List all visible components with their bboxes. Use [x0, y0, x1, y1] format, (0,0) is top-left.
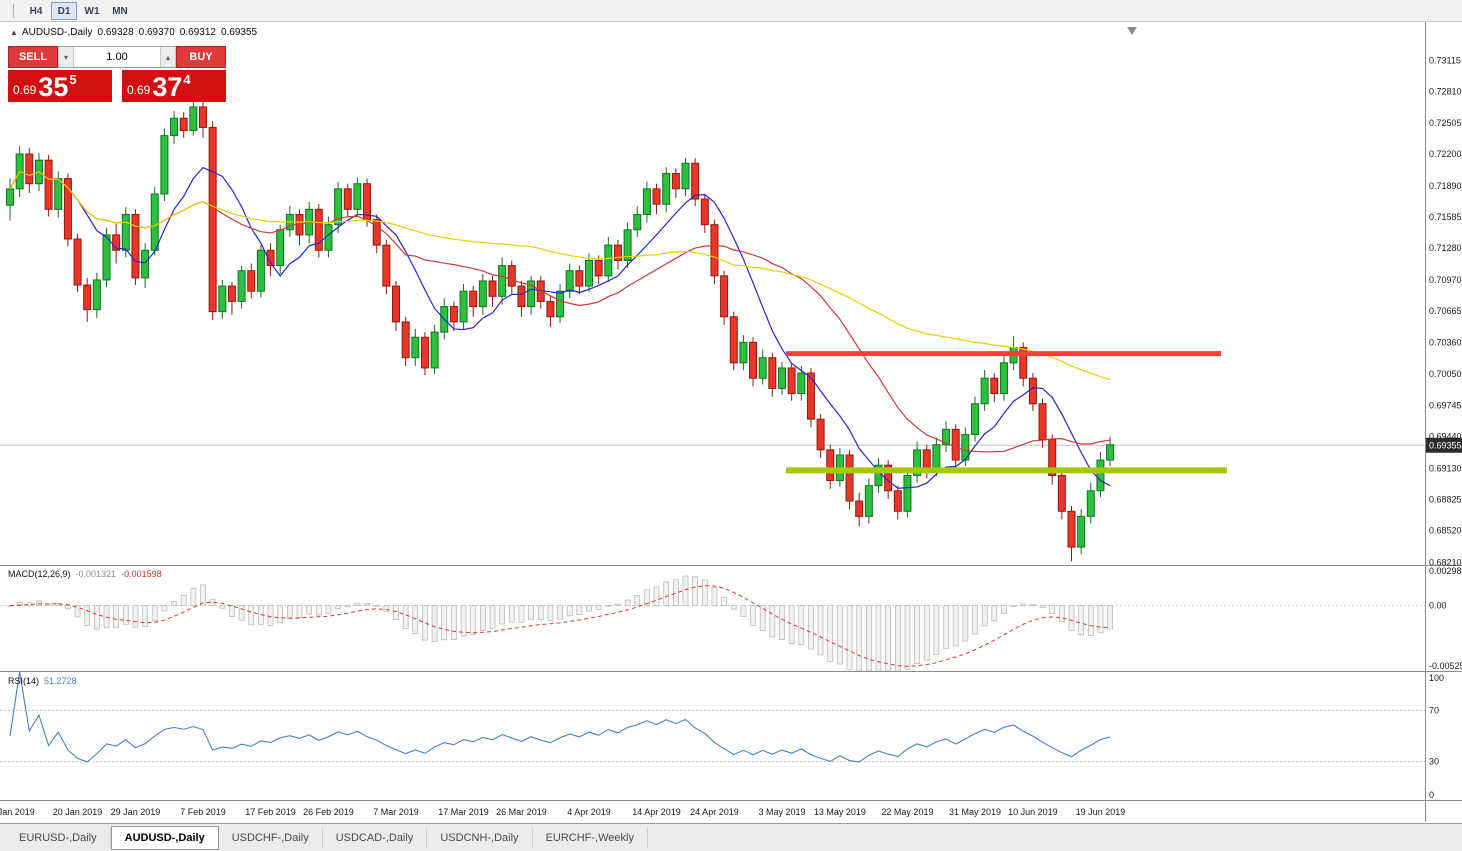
svg-text:26 Mar 2019: 26 Mar 2019: [496, 807, 547, 817]
svg-text:0.70050: 0.70050: [1429, 369, 1462, 379]
svg-text:7 Feb 2019: 7 Feb 2019: [180, 807, 226, 817]
svg-text:0.68825: 0.68825: [1429, 494, 1462, 504]
svg-text:17 Feb 2019: 17 Feb 2019: [245, 807, 296, 817]
svg-text:0.68210: 0.68210: [1429, 557, 1462, 567]
chart-symbol-ohlc: ▲ AUDUSD-,Daily 0.69328 0.69370 0.69312 0.693…: [10, 27, 262, 38]
chart-shift-marker-icon[interactable]: [1127, 27, 1137, 35]
ohlc-low: 0.69312: [179, 27, 216, 38]
volume-stepper: ▾ 1.00 ▴: [58, 46, 176, 68]
svg-text:22 May 2019: 22 May 2019: [881, 807, 933, 817]
rsi-indicator-label: RSI(14) 51.2728: [8, 676, 77, 686]
svg-text:19 Jun 2019: 19 Jun 2019: [1076, 807, 1126, 817]
svg-text:7 Mar 2019: 7 Mar 2019: [373, 807, 419, 817]
svg-text:13 May 2019: 13 May 2019: [814, 807, 866, 817]
volume-increase-button[interactable]: ▴: [160, 47, 176, 67]
tab-usdchf-daily[interactable]: USDCHF-,Daily: [219, 827, 323, 848]
svg-text:0.68520: 0.68520: [1429, 526, 1462, 536]
bid-prefix: 0.69: [13, 83, 37, 97]
timeframe-button-w1[interactable]: W1: [79, 2, 105, 20]
price-scale[interactable]: 0.73115 0.72810 0.72505 0.72200 0.71890 0.715…: [1429, 55, 1462, 800]
svg-text:3 May 2019: 3 May 2019: [758, 807, 805, 817]
tab-eurusd-daily[interactable]: EURUSD-,Daily: [6, 827, 111, 848]
ask-price-display[interactable]: 0.69 37 4: [122, 70, 226, 102]
svg-text:0.69130: 0.69130: [1429, 463, 1462, 473]
rsi-value: 51.2728: [44, 676, 77, 686]
svg-text:70: 70: [1429, 705, 1439, 715]
bid-big-digits: 35: [38, 72, 69, 102]
svg-text:10 Jan 2019: 10 Jan 2019: [0, 807, 35, 817]
svg-text:0.71890: 0.71890: [1429, 181, 1462, 191]
ask-prefix: 0.69: [127, 83, 151, 97]
macd-indicator-label: MACD(12,26,9) -0.001321 -0.001598: [8, 569, 162, 579]
symbol-tab-bar: EURUSD-,Daily AUDUSD-,Daily USDCHF-,Daily U…: [0, 823, 1462, 851]
svg-text:20 Jan 2019: 20 Jan 2019: [53, 807, 103, 817]
svg-text:-0.005256: -0.005256: [1429, 661, 1462, 671]
svg-text:0.70360: 0.70360: [1429, 337, 1462, 347]
current-price-label: 0.69355: [1426, 437, 1462, 453]
ohlc-high: 0.69370: [138, 27, 175, 38]
svg-text:0.69355: 0.69355: [1429, 441, 1462, 451]
svg-text:24 Apr 2019: 24 Apr 2019: [690, 807, 739, 817]
tab-audusd-daily[interactable]: AUDUSD-,Daily: [110, 825, 219, 850]
macd-main-value: -0.001321: [75, 569, 117, 579]
volume-input[interactable]: 1.00: [106, 51, 128, 63]
date-axis[interactable]: 10 Jan 2019 20 Jan 2019 29 Jan 2019 7 Feb 2…: [0, 807, 1125, 817]
sell-button[interactable]: SELL: [8, 46, 58, 68]
svg-text:100: 100: [1429, 673, 1444, 683]
ask-big-digits: 37: [152, 72, 183, 102]
timeframe-button-h4[interactable]: H4: [23, 2, 49, 20]
svg-text:4 Apr 2019: 4 Apr 2019: [567, 807, 611, 817]
rsi-name: RSI(14): [8, 676, 40, 686]
svg-text:31 May 2019: 31 May 2019: [949, 807, 1001, 817]
one-click-toggle-icon[interactable]: ▲: [10, 28, 18, 37]
ma-fast-line: [9, 166, 1111, 489]
ohlc-close: 0.69355: [220, 27, 258, 38]
svg-text:0.69440: 0.69440: [1429, 432, 1462, 442]
macd-signal-value: -0.001598: [121, 569, 162, 579]
svg-text:0.72810: 0.72810: [1429, 87, 1462, 97]
ma-slow-line: [9, 170, 1111, 381]
symbol-name: AUDUSD-,Daily: [21, 27, 93, 38]
svg-text:14 Apr 2019: 14 Apr 2019: [632, 807, 681, 817]
macd-signal-line: [9, 585, 1111, 667]
volume-decrease-button[interactable]: ▾: [58, 47, 74, 67]
svg-text:29 Jan 2019: 29 Jan 2019: [111, 807, 161, 817]
svg-text:26 Feb 2019: 26 Feb 2019: [303, 807, 354, 817]
svg-text:0.00: 0.00: [1429, 601, 1447, 611]
svg-text:0.71280: 0.71280: [1429, 243, 1462, 253]
ohlc-open: 0.69328: [97, 27, 134, 38]
candles-layer: [6, 99, 1115, 562]
tab-eurchf-weekly[interactable]: EURCHF-,Weekly: [533, 827, 648, 848]
svg-text:0.70970: 0.70970: [1429, 275, 1462, 285]
macd-histogram: [7, 575, 1113, 672]
svg-text:17 Mar 2019: 17 Mar 2019: [438, 807, 489, 817]
bid-price-display[interactable]: 0.69 35 5: [8, 70, 112, 102]
bid-pipette-digit: 5: [69, 72, 77, 87]
svg-text:0.71585: 0.71585: [1429, 212, 1462, 222]
timeframe-toolbar: H4 D1 W1 MN: [0, 0, 1462, 22]
timeframe-button-mn[interactable]: MN: [107, 2, 133, 20]
svg-text:0.72200: 0.72200: [1429, 149, 1462, 159]
macd-name: MACD(12,26,9): [8, 569, 71, 579]
rsi-line: [9, 671, 1111, 763]
svg-text:10 Jun 2019: 10 Jun 2019: [1008, 807, 1058, 817]
svg-text:0: 0: [1429, 790, 1434, 800]
timeframe-buttons: H4 D1 W1 MN: [22, 1, 134, 21]
svg-text:0.002984: 0.002984: [1429, 566, 1462, 576]
svg-text:0.73115: 0.73115: [1429, 55, 1461, 65]
buy-button[interactable]: BUY: [176, 46, 226, 68]
svg-text:0.69745: 0.69745: [1429, 400, 1462, 410]
svg-text:0.72505: 0.72505: [1429, 118, 1462, 128]
timeframe-button-d1[interactable]: D1: [51, 2, 77, 21]
tab-usdcnh-daily[interactable]: USDCNH-,Daily: [427, 827, 533, 848]
tab-usdcad-daily[interactable]: USDCAD-,Daily: [323, 827, 428, 848]
svg-text:30: 30: [1429, 757, 1439, 767]
ask-pipette-digit: 4: [183, 72, 191, 87]
one-click-trading-panel: SELL ▾ 1.00 ▴ BUY 0.69 35 5 0.69 37 4: [8, 46, 226, 102]
toolbar-grip[interactable]: [8, 3, 14, 18]
svg-text:0.70665: 0.70665: [1429, 306, 1462, 316]
